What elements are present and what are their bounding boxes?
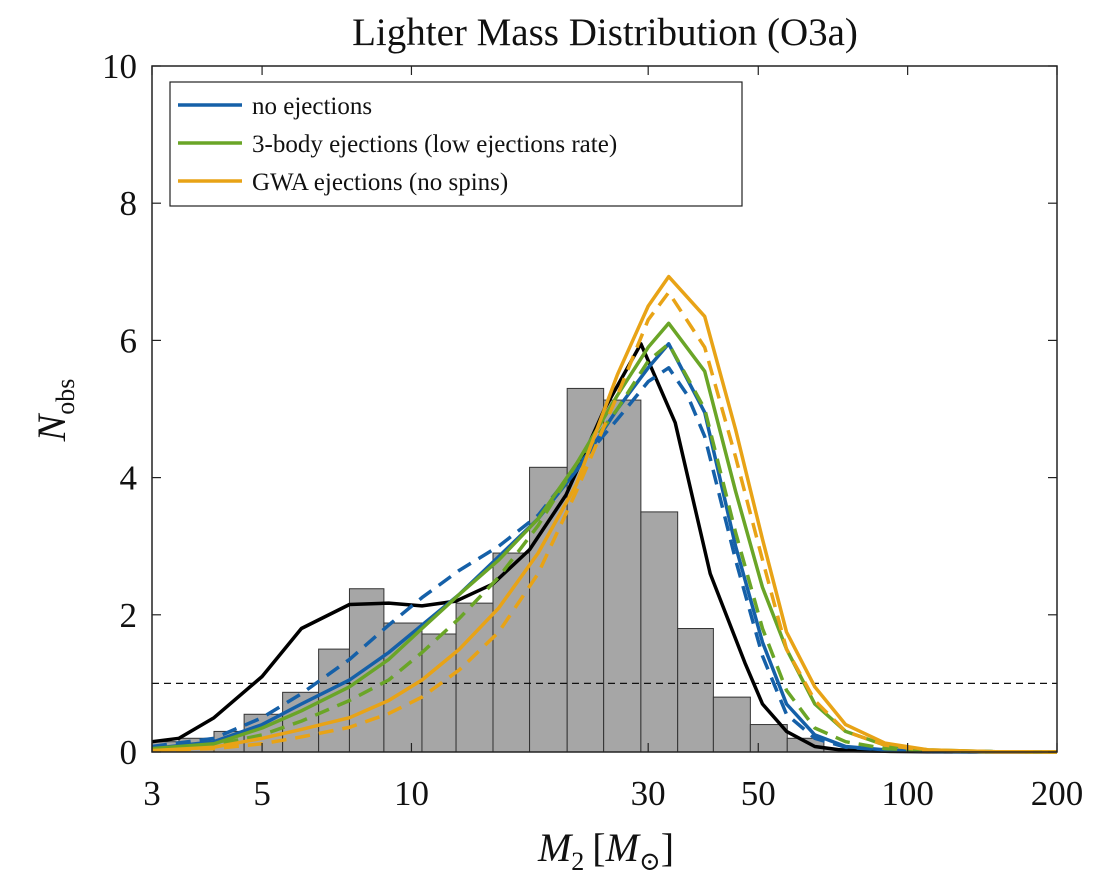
y-tick-label: 4 [120,459,138,498]
x-axis-label: M2 [M⊙] [537,825,674,875]
series-line [151,366,1058,754]
y-axis-label-main: N [29,412,74,442]
x-axis-label-subscript: 2 [571,847,584,875]
legend-label: 3-body ejections (low ejections rate) [252,131,617,158]
histogram [151,387,935,753]
histogram-bar [603,399,642,753]
x-tick-label: 5 [253,774,271,813]
x-tick-label: 50 [741,774,776,813]
histogram-bar [455,602,494,753]
y-tick-label: 6 [120,321,138,360]
histogram-bar [348,588,385,753]
plot-frame [151,65,1058,753]
x-axis-label-unit: M [605,825,642,870]
x-tick-label: 200 [1031,774,1084,813]
series-lines [151,274,1058,754]
chart-title: Lighter Mass Distribution (O3a) [352,11,858,54]
y-tick-label: 8 [120,184,138,223]
y-axis-label-subscript: obs [51,379,80,415]
y-tick-label: 2 [120,596,138,635]
y-tick-label: 10 [102,47,137,86]
histogram-bar [640,511,679,753]
x-axis-label-main: M [537,825,574,870]
axis-ticks [151,65,1058,753]
histogram-bar [749,724,788,753]
series-line [151,342,1058,754]
x-tick-label: 10 [394,774,429,813]
x-tick-label: 3 [143,774,161,813]
legend-label: GWA ejections (no spins) [252,169,508,196]
series-line [151,342,1058,754]
series-line [151,321,1058,754]
x-axis-label-unit-subscript: ⊙ [639,847,661,875]
legend-label: no ejections [252,93,372,120]
series-line [151,274,1058,754]
legend: no ejections 3-body ejections (low ejecti… [169,81,743,207]
histogram-bar [712,696,751,753]
x-tick-label: 100 [881,774,934,813]
y-axis-label: Nobs [29,379,80,443]
x-axis-label-bracket-close: ] [661,825,674,870]
histogram-bar [677,628,714,753]
y-tick-label: 0 [120,733,138,772]
x-tick-label: 30 [631,774,666,813]
histogram-bar [492,552,531,753]
series-line [151,290,1058,754]
y-axis-tick-labels: 0 2 4 6 8 10 [102,47,137,772]
legend-box [169,81,743,207]
histogram-bar [421,633,457,753]
x-axis-label-bracket-open: [ [592,825,605,870]
x-axis-tick-labels: 3 5 10 30 50 100 200 [143,774,1083,813]
histogram-bar [566,387,605,753]
